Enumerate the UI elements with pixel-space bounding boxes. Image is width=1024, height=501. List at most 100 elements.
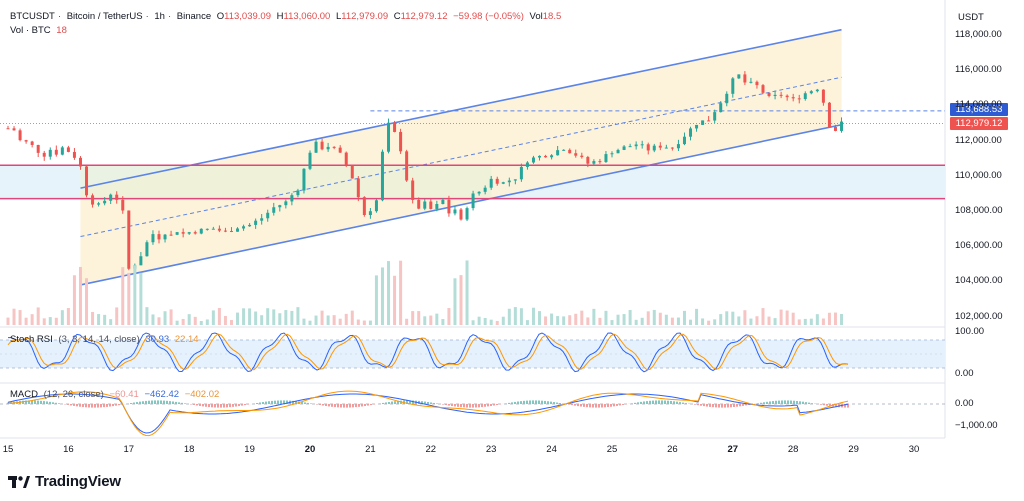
symbol-ticker[interactable]: BTCUSDT [10,11,55,22]
macd-histogram-bar [517,401,519,404]
volume-bar [646,311,650,325]
macd-histogram-bar [430,402,432,404]
macd-histogram-bar [763,402,765,404]
volume-bar [368,320,372,325]
volume-bar [260,315,264,325]
candle-body [713,112,717,121]
macd-histogram-bar [97,404,99,408]
vol-key: Vol [529,11,543,22]
volume-bar [755,316,759,325]
macd-histogram-bar [70,404,72,406]
candle-body [54,149,58,155]
volume-bar [833,312,837,325]
macd-histogram-bar [514,401,516,404]
volume-bar [725,311,729,325]
macd-histogram-bar [328,404,330,407]
volume-bar [236,312,240,325]
volume-bar [399,260,403,325]
tradingview-logo-icon [8,475,30,488]
candle-body [356,178,360,198]
volume-bar [362,320,366,325]
candle-body [211,228,215,230]
time-tick-label: 18 [183,444,195,455]
candle-body [676,144,680,149]
macd-histogram-bar [727,404,729,408]
candle-body [815,89,819,92]
volume-bar [519,308,523,325]
volume-bar [489,319,493,325]
candle-body [91,195,95,205]
volume-bar [296,307,300,325]
volume-bar [568,315,572,325]
macd-histogram-bar [136,402,138,404]
macd-histogram-bar [427,401,429,404]
volume-bar [670,317,674,325]
macd-histogram-bar [445,404,447,406]
volume-bar [42,318,46,325]
candle-body [689,128,693,137]
macd-histogram-bar [658,400,660,404]
volume-bar [133,265,137,325]
macd-histogram-bar [49,401,51,404]
volume-bar [586,317,590,325]
volume-bar [525,320,529,325]
macd-histogram-bar [100,404,102,408]
macd-histogram-bar [73,404,75,406]
volume-bar [12,308,16,325]
candle-body [586,157,590,164]
volume-bar [30,314,34,325]
candle-body [477,191,481,194]
macd-histogram-bar [577,404,579,407]
candle-body [682,136,686,145]
candle-body [314,141,318,153]
candle-body [151,234,155,243]
candle-body [393,122,397,132]
candle-body [604,154,608,163]
interval-label[interactable]: 1h [154,11,165,22]
volume-bar [242,308,246,325]
time-tick-label: 25 [606,444,618,455]
volume-legend[interactable]: Vol · BTC 18 [10,25,70,37]
macd-histogram-bar [742,404,744,406]
macd-legend[interactable]: MACD (12, 26, close) −60.41 −462.42 −402… [10,389,222,401]
volume-bar [405,318,409,325]
volume-bar [773,318,777,325]
volume-bar [193,316,197,325]
candle-body [580,155,584,158]
candle-body [646,144,650,151]
volume-bar [840,313,844,325]
macd-histogram-bar [193,404,195,405]
macd-histogram-bar [286,400,288,404]
candle-body [272,207,276,213]
stoch-rsi-legend[interactable]: Stoch RSI (3, 3, 14, 14, close) 30.93 22… [10,334,202,346]
low-value: 112,979.09 [341,11,389,22]
macd-histogram-bar [496,404,498,406]
candle-body [229,230,233,232]
volume-bar [278,313,282,325]
candle-body [362,197,366,216]
macd-histogram-bar [334,404,336,408]
volume-bar [713,319,717,325]
alert-price-tag[interactable]: 113,688.53 [950,103,1008,116]
candle-body [658,145,662,148]
volume-bar [429,315,433,325]
candle-body [121,199,125,211]
volume-bar [574,313,578,325]
macd-histogram-bar [808,402,810,404]
volume-bar [827,312,831,325]
macd-histogram-bar [709,404,711,407]
volume-bar [85,278,89,325]
macd-histogram-bar [733,404,735,408]
candle-body [78,157,82,167]
candle-body [749,81,753,83]
macd-histogram-bar [619,404,621,406]
volume-bar [689,319,693,325]
close-value: 112,979.12 [400,11,448,22]
volume-bar [199,320,203,325]
macd-histogram-bar [217,404,219,408]
volume-bar [417,311,421,325]
symbol-legend[interactable]: BTCUSDT · Bitcoin / TetherUS · 1h · Binance… [10,11,562,22]
volume-bar [217,307,221,325]
